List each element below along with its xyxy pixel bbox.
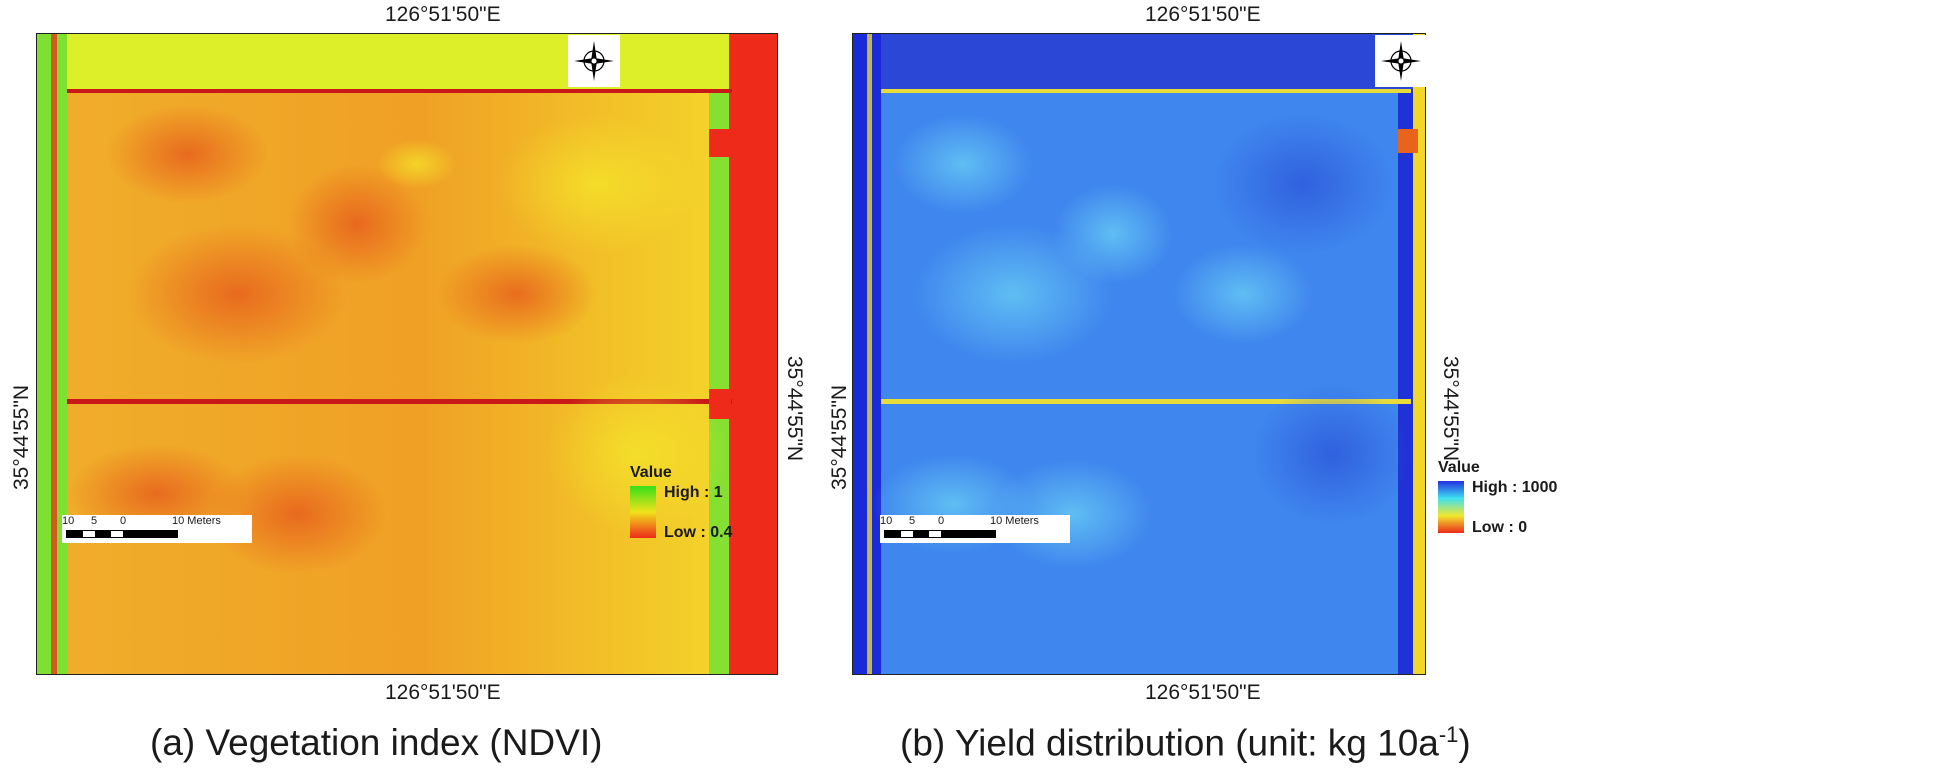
latitude-label-right: 35°44'55"N: [1439, 356, 1462, 462]
scale-label-5: 5: [91, 515, 98, 527]
caption-text: (b) Yield distribution (unit: kg 10a: [900, 722, 1439, 764]
scale-label-5: 5: [909, 515, 916, 527]
ndvi-map: [36, 33, 778, 675]
scale-label-meters: 10 Meters: [172, 515, 221, 527]
scale-label-10: 10: [62, 515, 75, 527]
legend-title: Value: [1438, 459, 1480, 476]
longitude-label-top: 126°51'50"E: [1145, 3, 1261, 26]
legend-high: High : 1: [664, 484, 723, 501]
scale-bar: 10 5 0 10 Meters: [62, 515, 252, 543]
scale-label-0: 0: [120, 515, 127, 527]
longitude-label-bottom: 126°51'50"E: [1145, 681, 1261, 704]
legend-low: Low : 0: [1472, 519, 1528, 536]
legend-high: High : 1000: [1472, 479, 1558, 496]
legend-title: Value: [630, 464, 672, 481]
legend-color-ramp: [1438, 481, 1464, 533]
scale-label-10: 10: [880, 515, 893, 527]
ndvi-raster: [37, 34, 777, 674]
panel-ndvi: 126°51'50"E 35°44'55"N 35°44'55"N 126°51…: [0, 0, 975, 774]
scale-bar: 10 5 0 10 Meters: [880, 515, 1070, 543]
yield-map: [852, 33, 1426, 675]
caption-superscript: -1: [1438, 722, 1459, 747]
caption: (a) Vegetation index (NDVI): [150, 722, 603, 763]
yield-raster: [853, 34, 1425, 674]
north-arrow-icon: [568, 35, 620, 87]
longitude-label-top: 126°51'50"E: [385, 3, 501, 26]
legend-low: Low : 0.4: [664, 524, 733, 541]
scale-label-meters: 10 Meters: [990, 515, 1039, 527]
latitude-label-left: 35°44'55"N: [828, 384, 851, 490]
legend-color-ramp: [630, 486, 656, 538]
north-arrow-icon: [1375, 35, 1427, 87]
caption-end: ): [1458, 722, 1471, 764]
caption: (b) Yield distribution (unit: kg 10a-1): [900, 722, 1471, 764]
scale-label-0: 0: [938, 515, 945, 527]
longitude-label-bottom: 126°51'50"E: [385, 681, 501, 704]
